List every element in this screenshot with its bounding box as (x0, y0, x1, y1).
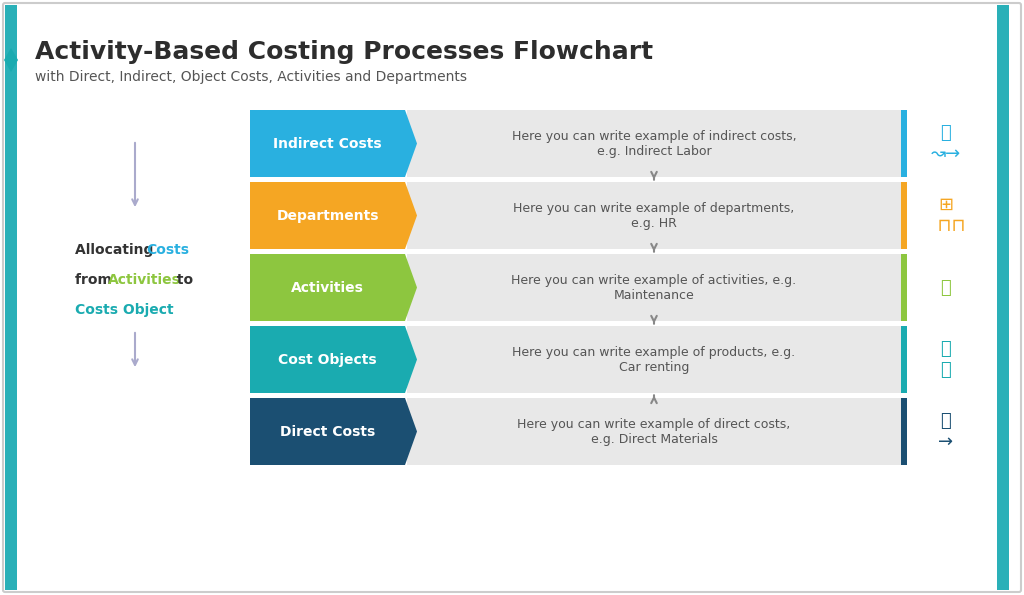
Text: Cost Objects: Cost Objects (279, 352, 377, 367)
FancyBboxPatch shape (918, 264, 976, 312)
Polygon shape (250, 254, 417, 321)
Bar (997, 5, 1009, 590)
Text: Departments: Departments (276, 208, 379, 223)
Text: Direct Costs: Direct Costs (280, 424, 375, 439)
Text: Here you can write example of indirect costs,
e.g. Indirect Labor: Here you can write example of indirect c… (512, 130, 797, 158)
FancyBboxPatch shape (918, 336, 976, 384)
Polygon shape (4, 48, 18, 72)
Polygon shape (250, 110, 417, 177)
Text: Allocating: Allocating (75, 243, 159, 257)
Text: 🧰: 🧰 (941, 278, 951, 296)
FancyBboxPatch shape (918, 192, 976, 240)
Bar (901, 182, 907, 249)
Bar (407, 254, 907, 321)
FancyBboxPatch shape (918, 408, 976, 456)
Polygon shape (250, 182, 417, 249)
Text: Here you can write example of activities, e.g.
Maintenance: Here you can write example of activities… (511, 274, 797, 302)
Text: Here you can write example of products, e.g.
Car renting: Here you can write example of products, … (512, 346, 796, 374)
Bar (407, 182, 907, 249)
Bar (407, 326, 907, 393)
Bar (901, 254, 907, 321)
Bar (901, 398, 907, 465)
Text: from: from (75, 273, 117, 287)
Text: Here you can write example of direct costs,
e.g. Direct Materials: Here you can write example of direct cos… (517, 418, 791, 446)
Bar (901, 110, 907, 177)
Bar (407, 398, 907, 465)
Text: Activities: Activities (108, 273, 180, 287)
Polygon shape (250, 398, 417, 465)
Text: to: to (172, 273, 194, 287)
Text: Activities: Activities (291, 280, 364, 295)
Polygon shape (250, 326, 417, 393)
Text: Indirect Costs: Indirect Costs (273, 136, 382, 151)
Bar (407, 110, 907, 177)
Text: Costs: Costs (146, 243, 189, 257)
FancyBboxPatch shape (918, 120, 976, 168)
Bar (5, 5, 17, 590)
Text: with Direct, Indirect, Object Costs, Activities and Departments: with Direct, Indirect, Object Costs, Act… (35, 70, 467, 84)
Text: 🧍
📦: 🧍 📦 (941, 340, 951, 379)
Text: Costs Object: Costs Object (75, 303, 174, 317)
Text: 🗒
→: 🗒 → (938, 412, 953, 451)
Text: 🗒
↝→: 🗒 ↝→ (931, 124, 962, 163)
Text: ⊞
  ⊓⊓: ⊞ ⊓⊓ (927, 196, 966, 235)
FancyBboxPatch shape (3, 3, 1021, 592)
Text: Here you can write example of departments,
e.g. HR: Here you can write example of department… (513, 202, 795, 230)
Bar (901, 326, 907, 393)
Text: Activity-Based Costing Processes Flowchart: Activity-Based Costing Processes Flowcha… (35, 40, 653, 64)
